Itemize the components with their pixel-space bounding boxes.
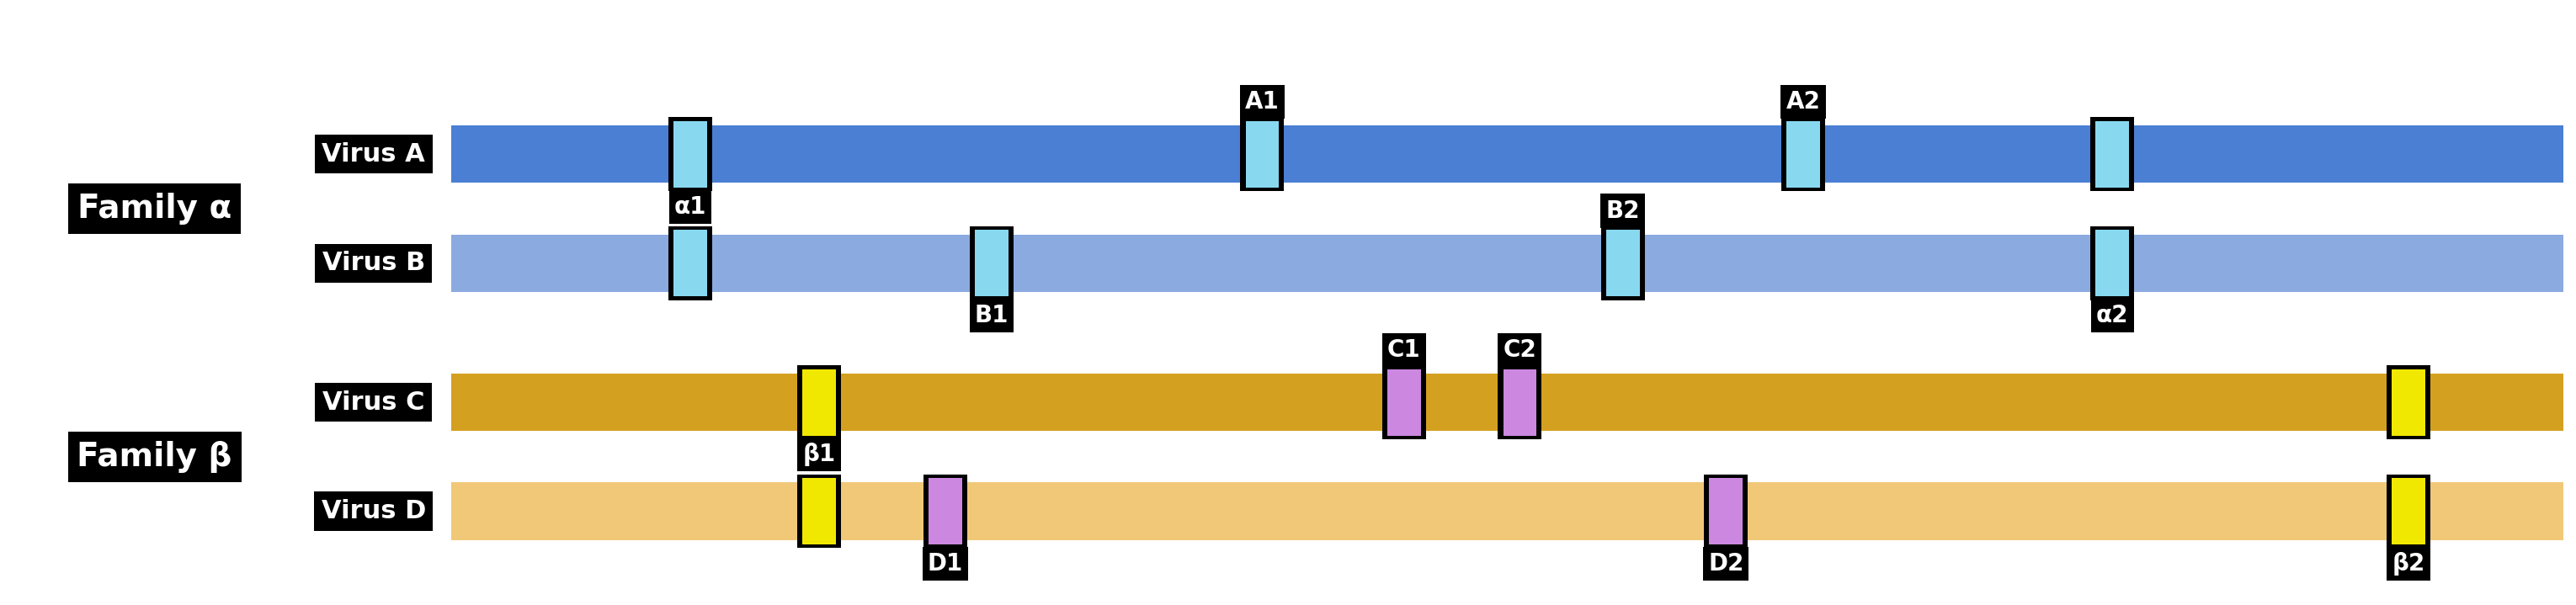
Text: A1: A1 xyxy=(1244,90,1280,114)
Bar xyxy=(2393,478,2427,544)
Bar xyxy=(1602,226,1646,300)
Bar xyxy=(1247,121,1278,188)
Text: β1: β1 xyxy=(804,443,835,466)
Text: C2: C2 xyxy=(1504,338,1535,362)
Text: B1: B1 xyxy=(974,304,1010,327)
Bar xyxy=(451,373,2563,431)
Bar xyxy=(1499,365,1540,439)
Bar xyxy=(796,365,840,439)
Text: D1: D1 xyxy=(927,552,963,575)
Bar xyxy=(1788,121,1819,188)
Bar xyxy=(451,393,2563,411)
Bar xyxy=(2094,230,2128,296)
Bar xyxy=(451,483,2563,540)
Text: α1: α1 xyxy=(675,195,706,218)
Bar xyxy=(2393,369,2427,436)
Bar xyxy=(922,474,966,548)
Bar xyxy=(1705,474,1749,548)
Bar xyxy=(451,145,2563,163)
Bar xyxy=(927,478,961,544)
Bar xyxy=(451,254,2563,272)
Text: Virus B: Virus B xyxy=(322,251,425,275)
Bar xyxy=(2092,117,2133,191)
Bar xyxy=(974,230,1007,296)
Bar xyxy=(2092,226,2133,300)
Bar xyxy=(801,369,835,436)
Bar xyxy=(451,126,2563,183)
Bar xyxy=(670,226,711,300)
Text: C1: C1 xyxy=(1388,338,1419,362)
Bar xyxy=(1710,478,1741,544)
Text: Virus C: Virus C xyxy=(322,390,425,414)
Text: A2: A2 xyxy=(1785,90,1821,114)
Bar xyxy=(796,474,840,548)
Bar xyxy=(1607,230,1638,296)
Bar xyxy=(675,230,706,296)
Text: Virus A: Virus A xyxy=(322,142,425,166)
Bar xyxy=(451,502,2563,520)
Bar xyxy=(2385,365,2432,439)
Bar xyxy=(670,117,711,191)
Bar xyxy=(801,478,835,544)
Text: Family β: Family β xyxy=(77,441,232,473)
Bar xyxy=(1502,369,1535,436)
Bar xyxy=(451,235,2563,292)
Bar xyxy=(2385,474,2432,548)
Text: Virus D: Virus D xyxy=(322,499,425,523)
Bar xyxy=(1386,369,1422,436)
Bar xyxy=(1383,365,1427,439)
Text: D2: D2 xyxy=(1708,552,1744,575)
Bar xyxy=(969,226,1012,300)
Text: Family α: Family α xyxy=(77,193,232,224)
Text: β2: β2 xyxy=(2393,552,2424,575)
Bar xyxy=(675,121,706,188)
Bar xyxy=(1239,117,1283,191)
Text: α2: α2 xyxy=(2097,304,2128,327)
Bar xyxy=(2094,121,2128,188)
Text: B2: B2 xyxy=(1605,199,1641,223)
Bar xyxy=(1783,117,1824,191)
